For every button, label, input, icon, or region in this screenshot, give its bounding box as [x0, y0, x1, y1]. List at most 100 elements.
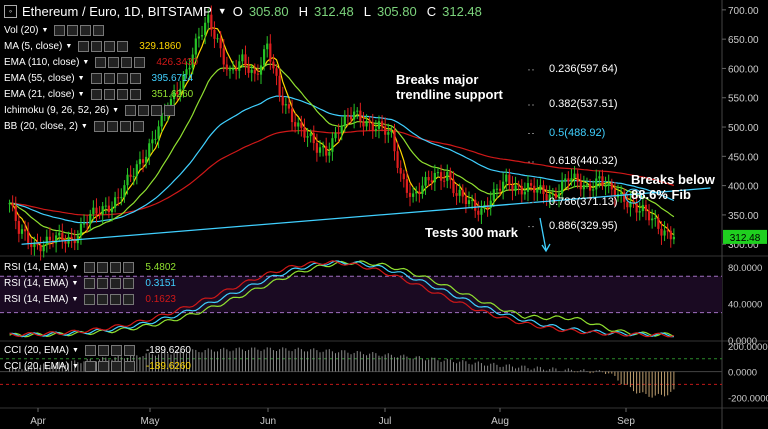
legend-control-icon[interactable]	[119, 121, 131, 132]
legend-control-icon[interactable]	[97, 278, 109, 289]
indicator-legend[interactable]: Vol (20) ▼	[4, 25, 105, 36]
legend-control-icon[interactable]	[123, 278, 135, 289]
legend-control-icon[interactable]	[97, 262, 109, 273]
candle-body	[353, 111, 356, 120]
legend-control-icon[interactable]	[97, 345, 109, 356]
indicator-legend[interactable]: MA (5, close) ▼ 329.1860	[4, 41, 181, 52]
legend-buttons[interactable]	[84, 278, 135, 289]
legend-control-icon[interactable]	[151, 105, 162, 116]
legend-buttons[interactable]	[54, 25, 105, 36]
legend-buttons[interactable]	[95, 57, 146, 68]
legend-control-icon[interactable]	[116, 89, 128, 100]
legend-dropdown-icon[interactable]: ▼	[72, 347, 79, 354]
legend-control-icon[interactable]	[110, 361, 122, 372]
legend-dropdown-icon[interactable]: ▼	[77, 91, 85, 98]
legend-dropdown-icon[interactable]: ▼	[80, 123, 88, 130]
legend-dropdown-icon[interactable]: ▼	[41, 27, 49, 34]
symbol-title[interactable]: Ethereum / Euro, 1D, BITSTAMP	[22, 3, 212, 19]
legend-control-icon[interactable]	[110, 294, 122, 305]
legend-control-icon[interactable]	[116, 73, 128, 84]
legend-buttons[interactable]	[90, 73, 141, 84]
legend-control-icon[interactable]	[84, 345, 96, 356]
legend-control-icon[interactable]	[110, 345, 122, 356]
legend-control-icon[interactable]	[164, 105, 175, 116]
legend-control-icon[interactable]	[90, 89, 102, 100]
rsi-legend[interactable]: RSI (14, EMA) ▼ 0.1623	[4, 294, 176, 305]
legend-buttons[interactable]	[93, 121, 144, 132]
legend-control-icon[interactable]	[93, 121, 105, 132]
legend-control-icon[interactable]	[103, 89, 115, 100]
legend-dropdown-icon[interactable]: ▼	[65, 43, 73, 50]
indicator-legend[interactable]: BB (20, close, 2) ▼	[4, 121, 144, 132]
cci-legend[interactable]: CCI (20, EMA) ▼ -189.6260	[4, 345, 191, 356]
legend-buttons[interactable]	[90, 89, 141, 100]
legend-buttons[interactable]	[125, 105, 175, 116]
legend-control-icon[interactable]	[93, 25, 105, 36]
legend-dropdown-icon[interactable]: ▼	[71, 280, 79, 287]
legend-control-icon[interactable]	[125, 105, 136, 116]
legend-control-icon[interactable]	[95, 57, 107, 68]
legend-control-icon[interactable]	[110, 262, 122, 273]
indicator-legend[interactable]: Ichimoku (9, 26, 52, 26) ▼	[4, 105, 175, 116]
legend-dropdown-icon[interactable]: ▼	[77, 75, 85, 82]
legend-dropdown-icon[interactable]: ▼	[71, 296, 79, 303]
legend-control-icon[interactable]	[84, 278, 96, 289]
symbol-dropdown-icon[interactable]: ▼	[217, 6, 227, 16]
legend-control-icon[interactable]	[104, 41, 116, 52]
candle-body	[424, 177, 427, 186]
legend-control-icon[interactable]	[78, 41, 90, 52]
legend-dropdown-icon[interactable]: ▼	[71, 264, 79, 271]
indicator-legend[interactable]: EMA (110, close) ▼ 426.3430	[4, 57, 198, 68]
candle-body	[117, 197, 120, 199]
legend-control-icon[interactable]	[108, 57, 120, 68]
legend-control-icon[interactable]	[106, 121, 118, 132]
candle-body	[412, 193, 415, 197]
legend-dropdown-icon[interactable]: ▼	[72, 363, 79, 370]
candle-body	[399, 167, 402, 174]
legend-control-icon[interactable]	[97, 361, 109, 372]
legend-control-icon[interactable]	[84, 294, 96, 305]
legend-control-icon[interactable]	[84, 361, 96, 372]
candle-body	[657, 217, 660, 229]
legend-control-icon[interactable]	[129, 73, 141, 84]
legend-buttons[interactable]	[84, 294, 135, 305]
legend-control-icon[interactable]	[123, 361, 135, 372]
legend-buttons[interactable]	[84, 262, 135, 273]
indicator-legend[interactable]: EMA (21, close) ▼ 351.6260	[4, 89, 193, 100]
legend-control-icon[interactable]	[138, 105, 149, 116]
legend-dropdown-icon[interactable]: ▼	[112, 107, 119, 114]
legend-control-icon[interactable]	[121, 57, 133, 68]
legend-buttons[interactable]	[84, 345, 135, 356]
legend-buttons[interactable]	[84, 361, 135, 372]
legend-control-icon[interactable]	[129, 89, 141, 100]
candle-body	[315, 143, 318, 153]
rsi-legend[interactable]: RSI (14, EMA) ▼ 5.4802	[4, 262, 176, 273]
candle-body	[179, 88, 182, 95]
legend-control-icon[interactable]	[117, 41, 129, 52]
legend-buttons[interactable]	[78, 41, 129, 52]
legend-control-icon[interactable]	[91, 41, 103, 52]
legend-control-icon[interactable]	[80, 25, 92, 36]
cci-legend[interactable]: CCI (20, EMA) ▼ -189.6260	[4, 361, 191, 372]
indicator-legend[interactable]: EMA (55, close) ▼ 395.6714	[4, 73, 193, 84]
price-tick-label: 350.00	[728, 211, 759, 222]
legend-control-icon[interactable]	[123, 294, 135, 305]
legend-dropdown-icon[interactable]: ▼	[82, 59, 90, 66]
candle-body	[651, 218, 654, 221]
legend-control-icon[interactable]	[103, 73, 115, 84]
legend-label: Vol (20)	[4, 25, 39, 36]
legend-label: MA (5, close)	[4, 41, 63, 52]
rsi-legend[interactable]: RSI (14, EMA) ▼ 0.3151	[4, 278, 176, 289]
legend-control-icon[interactable]	[134, 57, 146, 68]
legend-control-icon[interactable]	[132, 121, 144, 132]
legend-control-icon[interactable]	[67, 25, 79, 36]
legend-control-icon[interactable]	[97, 294, 109, 305]
legend-control-icon[interactable]	[110, 278, 122, 289]
legend-control-icon[interactable]	[123, 262, 135, 273]
candle-body	[269, 43, 272, 62]
collapse-icon[interactable]: ◦	[4, 5, 17, 18]
legend-control-icon[interactable]	[90, 73, 102, 84]
legend-control-icon[interactable]	[54, 25, 66, 36]
legend-control-icon[interactable]	[84, 262, 96, 273]
legend-control-icon[interactable]	[123, 345, 135, 356]
